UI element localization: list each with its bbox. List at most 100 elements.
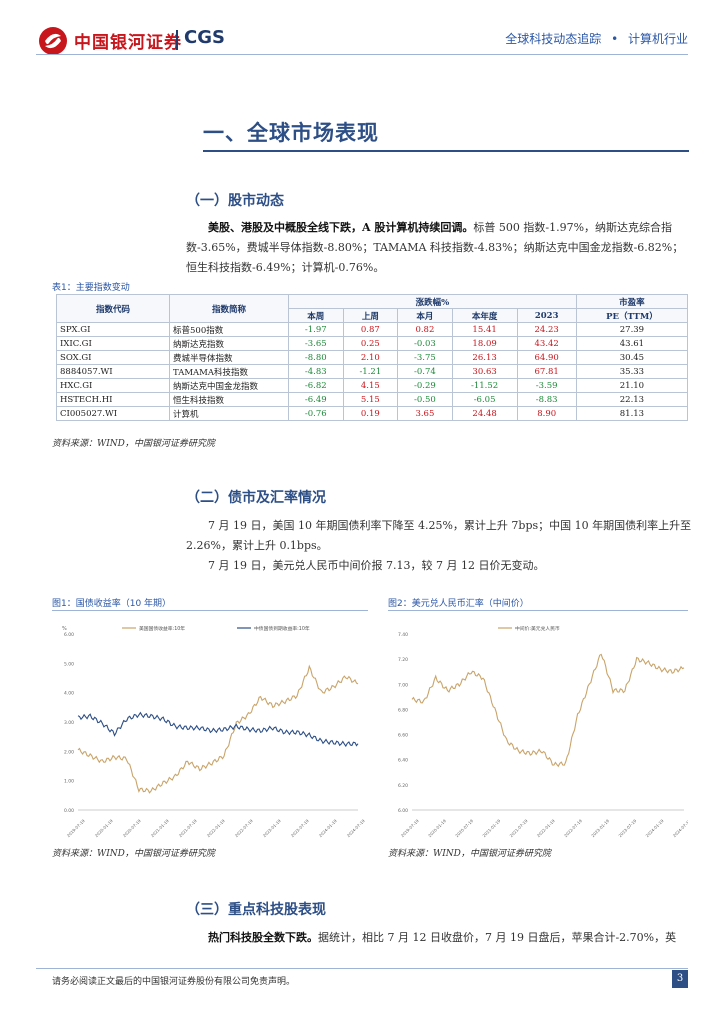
x-tick-label: 2021-07-19 [509, 818, 529, 838]
table-cell-code: HSTECH.HI [56, 392, 170, 407]
x-tick-label: 2022-01-19 [206, 818, 226, 838]
table-cell-code: HXC.GI [56, 378, 170, 393]
header-divider [36, 54, 688, 55]
x-tick-label: 2024-01-19 [645, 818, 665, 838]
y-tick-label: 3.00 [64, 720, 74, 726]
series-line [411, 653, 685, 768]
logo-text-en: CGS [184, 27, 225, 48]
y-tick-label: 2.00 [64, 749, 74, 755]
table-row: IXIC.GI 纳斯达克指数 -3.65 0.25 -0.03 18.09 43.42 43.… [56, 336, 689, 351]
y-axis-label: % [62, 626, 67, 632]
chart-left-source: 资料来源：WIND，中国银河证券研究院 [52, 849, 215, 859]
table-cell-pe: 81.13 [575, 406, 689, 421]
y-tick-label: 4.00 [64, 691, 74, 697]
table-cell-mo: -0.50 [397, 392, 453, 407]
bond-paragraph: 7 月 19 日，美国 10 年期国债利率下降至 4.25%，累计上升 7bps… [186, 516, 691, 576]
stock-lead: 美股、港股及中概股全线下跌，A 股计算机持续回调。 [208, 221, 474, 234]
table-cell-wk: -1.97 [288, 322, 344, 337]
table-cell-y23: 8.90 [516, 406, 577, 421]
table-cell-ytd: 18.09 [451, 336, 518, 351]
table-cell-name: 费城半导体指数 [169, 350, 289, 365]
table-row: HXC.GI 纳斯达克中国金龙指数 -6.82 4.15 -0.29 -11.52 -3.5… [56, 378, 689, 393]
x-tick-label: 2019-07-19 [66, 818, 86, 838]
table-cell-wk: -6.82 [288, 378, 344, 393]
th-week: 本周 [288, 308, 344, 323]
table-cell-ytd: 30.63 [451, 364, 518, 379]
table-cell-name: 纳斯达克指数 [169, 336, 289, 351]
fx-rate-chart: 6.00 6.20 6.40 6.60 6.80 7.00 7.20 7.40 2019-07-… [398, 625, 688, 838]
table-cell-pe: 30.45 [575, 350, 689, 365]
x-tick-label: 2022-07-19 [563, 818, 583, 838]
table-cell-lw: 5.15 [342, 392, 399, 407]
table-cell-ytd: 15.41 [451, 322, 518, 337]
bond-yield-chart: 0.00 1.00 2.00 3.00 4.00 5.00 6.00% 2019-07-19 2… [62, 625, 366, 838]
table-cell-lw: 4.15 [342, 378, 399, 393]
table-cell-mo: -3.75 [397, 350, 453, 365]
table-cell-pe: 43.61 [575, 336, 689, 351]
legend-label: 中债国债到期收益率:10年 [254, 625, 310, 632]
x-tick-label: 2023-07-19 [290, 818, 310, 838]
series-line [77, 664, 359, 794]
x-tick-label: 2021-07-19 [178, 818, 198, 838]
table-cell-name: 计算机 [169, 406, 289, 421]
table-cell-pe: 27.39 [575, 322, 689, 337]
chart-left-caption: 图1：国债收益率（10 年期） [52, 599, 172, 609]
footer-divider [36, 968, 688, 969]
legend-label: 美国国债收益率:10年 [139, 625, 185, 632]
table-cell-name: 纳斯达克中国金龙指数 [169, 378, 289, 393]
x-tick-label: 2021-01-19 [481, 818, 501, 838]
table-cell-y23: -3.59 [516, 378, 577, 393]
table-cell-y23: 67.81 [516, 364, 577, 379]
report-series: 全球科技动态追踪 [505, 32, 602, 46]
chart-right-rule [388, 610, 688, 611]
th-month: 本月 [397, 308, 453, 323]
stock-line-3: 恒生科技指数-6.49%；计算机-0.76%。 [186, 261, 385, 274]
table-row: HSTECH.HI 恒生科技指数 -6.49 5.15 -0.50 -6.05 -8.83 2… [56, 392, 689, 407]
logo-divider [176, 30, 178, 50]
y-tick-label: 1.00 [64, 779, 74, 785]
report-header: 全球科技动态追踪 • 计算机行业 [505, 30, 688, 47]
table-cell-wk: -6.49 [288, 392, 344, 407]
stock-subtitle: （一）股市动态 [186, 193, 284, 209]
y-tick-label: 7.40 [398, 632, 408, 638]
logo-icon [39, 27, 67, 55]
x-tick-label: 2022-01-19 [536, 818, 556, 838]
x-tick-label: 2021-01-19 [150, 818, 170, 838]
table-body: SPX.GI 标普500指数 -1.97 0.87 0.82 15.41 24.23 27.3… [56, 322, 689, 421]
industry-name: 计算机行业 [627, 32, 688, 46]
stock-paragraph: 美股、港股及中概股全线下跌，A 股计算机持续回调。标普 500 指数-1.97%… [186, 218, 688, 278]
th-code: 指数代码 [56, 294, 170, 323]
y-tick-label: 7.20 [398, 657, 408, 663]
x-tick-label: 2019-07-19 [400, 818, 420, 838]
table-cell-name: TAMAMA科技指数 [169, 364, 289, 379]
table-cell-code: 8884057.WI [56, 364, 170, 379]
table-cell-code: SPX.GI [56, 322, 170, 337]
table-cell-pe: 22.13 [575, 392, 689, 407]
x-tick-label: 2023-01-19 [262, 818, 282, 838]
table-cell-code: SOX.GI [56, 350, 170, 365]
table-cell-ytd: -6.05 [451, 392, 518, 407]
stock-line-1: 标普 500 指数-1.97%，纳斯达克综合指 [473, 221, 673, 234]
table-cell-lw: -1.21 [342, 364, 399, 379]
page-number: 3 [672, 970, 688, 988]
table-cell-code: CI005027.WI [56, 406, 170, 421]
table-cell-lw: 0.25 [342, 336, 399, 351]
th-ytd: 本年度 [451, 308, 518, 323]
keystock-subtitle: （三）重点科技股表现 [186, 902, 326, 918]
th-pe-ttm: PE（TTM） [575, 308, 689, 323]
y-tick-label: 7.00 [398, 682, 408, 688]
x-tick-label: 2022-07-19 [234, 818, 254, 838]
bond-subtitle: （二）债市及汇率情况 [186, 490, 326, 506]
y-tick-label: 6.60 [398, 733, 408, 739]
table-cell-wk: -0.76 [288, 406, 344, 421]
table-caption: 表1：主要指数变动 [52, 283, 130, 293]
bond-line-2: 2.26%，累计上升 0.1bps。 [186, 539, 328, 552]
y-tick-label: 6.20 [398, 783, 408, 789]
keystock-paragraph: 热门科技股全数下跌。据统计，相比 7 月 12 日收盘价，7 月 19 日盘后，… [208, 928, 688, 948]
chart-right-caption: 图2：美元兑人民币汇率（中间价） [388, 599, 529, 609]
table-cell-mo: -0.03 [397, 336, 453, 351]
y-tick-label: 6.00 [398, 808, 408, 814]
section-title: 一、全球市场表现 [203, 120, 379, 145]
x-tick-label: 2020-07-19 [122, 818, 142, 838]
y-tick-label: 6.80 [398, 707, 408, 713]
